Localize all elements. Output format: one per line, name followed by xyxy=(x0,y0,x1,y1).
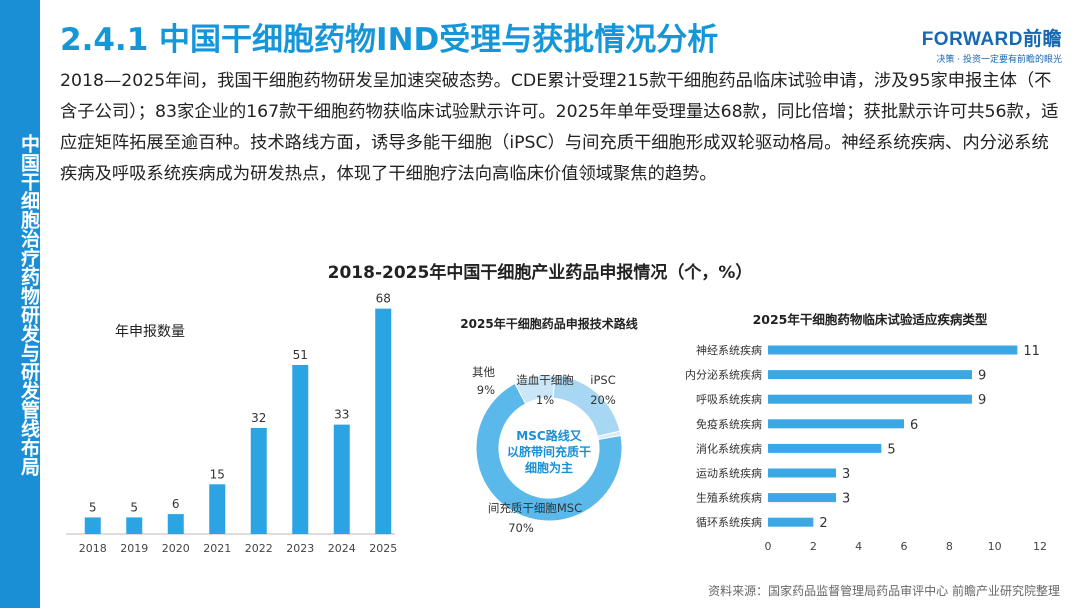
hbar-category-label-生殖系统疾病: 生殖系统疾病 xyxy=(696,491,762,505)
x-tick-label-2021: 2021 xyxy=(203,542,231,555)
bar-value-label-2024: 33 xyxy=(334,408,349,422)
donut-value-间充质干细胞MSC: 70% xyxy=(508,521,534,535)
hbar-呼吸系统疾病 xyxy=(768,394,972,404)
x-tick-label-0: 0 xyxy=(765,540,772,553)
hbar-生殖系统疾病 xyxy=(768,493,836,503)
sidebar: 中国干细胞治疗药物研发与研发管线布局 xyxy=(0,0,40,608)
hbar-value-label-呼吸系统疾病: 9 xyxy=(978,393,986,408)
hbar-category-label-运动系统疾病: 运动系统疾病 xyxy=(696,466,762,480)
hbar-value-label-免疫系统疾病: 6 xyxy=(910,418,918,433)
sidebar-section-label: 中国干细胞治疗药物研发与研发管线布局 xyxy=(18,134,40,476)
section-chart-title: 2018-2025年中国干细胞产业药品申报情况（个，%） xyxy=(327,263,753,283)
bar-2025 xyxy=(375,308,392,534)
hbar-category-label-内分泌系统疾病: 内分泌系统疾病 xyxy=(685,368,762,382)
donut-value-iPSC: 20% xyxy=(590,393,616,407)
hbar-value-label-生殖系统疾病: 3 xyxy=(842,492,850,507)
source-note: 资料来源：国家药品监督管理局药品审评中心 前瞻产业研究院整理 xyxy=(708,584,1060,598)
hbar-消化系统疾病 xyxy=(768,443,882,453)
brand-logo: FORWARD前瞻 决策 · 投资一定要有前瞻的眼光 xyxy=(922,24,1062,65)
bar-2021 xyxy=(209,484,226,534)
bar-2024 xyxy=(333,424,350,534)
bar-value-label-2019: 5 xyxy=(130,500,138,514)
donut-value-造血干细胞: 1% xyxy=(536,393,554,407)
bar-value-label-2022: 32 xyxy=(251,411,266,425)
hbar-category-label-呼吸系统疾病: 呼吸系统疾病 xyxy=(696,392,762,406)
x-tick-label-2019: 2019 xyxy=(120,542,148,555)
donut-center-text: MSC路线又以脐带间充质干细胞为主 xyxy=(507,428,591,475)
x-tick-label-2: 2 xyxy=(810,540,817,553)
x-tick-label-2018: 2018 xyxy=(79,542,107,555)
bar-value-label-2021: 15 xyxy=(210,467,225,481)
donut-title: 2025年干细胞药品申报技术路线 xyxy=(460,316,637,331)
hbar-category-label-循环系统疾病: 循环系统疾病 xyxy=(696,515,762,529)
donut-slice-间充质干细胞MSC xyxy=(475,382,623,522)
bar-2019 xyxy=(126,517,143,534)
hbar-value-label-消化系统疾病: 5 xyxy=(887,442,895,457)
x-tick-label-12: 12 xyxy=(1033,540,1047,553)
tech-route-donut-chart: 2025年干细胞药品申报技术路线 MSC路线又以脐带间充质干细胞为主间充质干细胞M… xyxy=(460,316,637,535)
bar-2022 xyxy=(250,427,267,534)
logo-slogan: 决策 · 投资一定要有前瞻的眼光 xyxy=(936,55,1062,65)
bar-2023 xyxy=(292,364,309,534)
hbar-循环系统疾病 xyxy=(768,517,814,527)
bar-chart-title: 年申报数量 xyxy=(115,324,185,340)
hbar-value-label-内分泌系统疾病: 9 xyxy=(978,369,986,384)
x-tick-label-8: 8 xyxy=(946,540,953,553)
logo-wordmark: FORWARD前瞻 xyxy=(921,29,1062,50)
donut-slice-其他 xyxy=(514,374,556,405)
hbar-category-label-消化系统疾病: 消化系统疾病 xyxy=(696,441,762,455)
donut-label-其他: 其他 xyxy=(472,365,495,379)
bar-value-label-2018: 5 xyxy=(89,500,97,514)
page-title: 2.4.1 中国干细胞药物IND受理与获批情况分析 xyxy=(60,22,719,58)
hbar-value-label-循环系统疾病: 2 xyxy=(819,516,827,531)
bar-2020 xyxy=(167,514,184,534)
hbar-神经系统疾病 xyxy=(768,345,1018,355)
bar-value-label-2025: 68 xyxy=(376,292,391,306)
x-tick-label-2023: 2023 xyxy=(286,542,314,555)
donut-label-间充质干细胞MSC: 间充质干细胞MSC xyxy=(488,501,582,515)
x-tick-label-2025: 2025 xyxy=(369,542,397,555)
x-tick-label-6: 6 xyxy=(901,540,908,553)
donut-hole xyxy=(501,400,597,496)
donut-value-其他: 9% xyxy=(477,383,495,397)
hbar-免疫系统疾病 xyxy=(768,419,904,429)
x-tick-label-2020: 2020 xyxy=(162,542,190,555)
bar-value-label-2020: 6 xyxy=(172,497,180,511)
hbar-value-label-神经系统疾病: 11 xyxy=(1023,344,1040,359)
summary-paragraph: 2018—2025年间，我国干细胞药物研发呈加速突破态势。CDE累计受理215款… xyxy=(60,71,1059,184)
bar-2018 xyxy=(84,517,101,534)
hbar-运动系统疾病 xyxy=(768,468,836,478)
bar-value-label-2023: 51 xyxy=(293,348,308,362)
hbar-category-label-神经系统疾病: 神经系统疾病 xyxy=(696,343,762,357)
hbar-内分泌系统疾病 xyxy=(768,370,972,380)
donut-label-iPSC: iPSC xyxy=(590,373,615,387)
hbar-value-label-运动系统疾病: 3 xyxy=(842,467,850,482)
hbar-chart-title: 2025年干细胞药物临床试验适应疾病类型 xyxy=(753,312,988,327)
annual-filings-bar-chart: 年申报数量 5 2018 5 2019 6 2020 15 2021 32 2022 51 2023 33… xyxy=(66,292,397,555)
x-tick-label-2024: 2024 xyxy=(328,542,356,555)
x-tick-label-10: 10 xyxy=(988,540,1002,553)
x-tick-label-4: 4 xyxy=(855,540,862,553)
donut-label-造血干细胞: 造血干细胞 xyxy=(516,373,574,387)
x-tick-label-2022: 2022 xyxy=(245,542,273,555)
hbar-category-label-免疫系统疾病: 免疫系统疾病 xyxy=(696,417,762,431)
